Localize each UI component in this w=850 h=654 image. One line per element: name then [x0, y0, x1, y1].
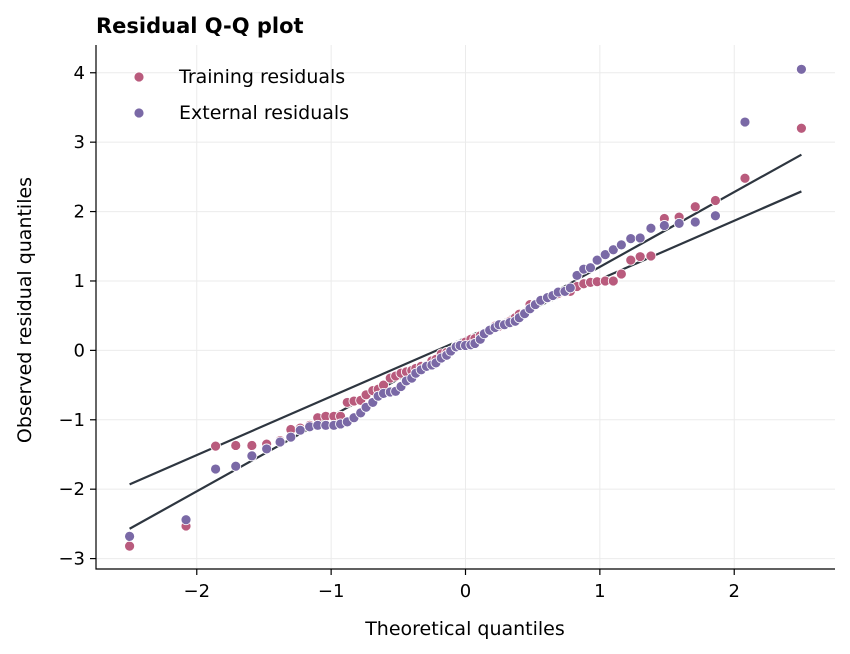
x-tick-label-4: 2 [729, 581, 740, 602]
y-tick-label-3: 0 [74, 340, 85, 361]
point-0-66 [645, 250, 657, 262]
point-1-59 [585, 262, 596, 274]
x-tick-label-3: 1 [594, 581, 605, 602]
point-1-65 [634, 232, 646, 244]
point-0-65 [634, 251, 646, 263]
point-0-70 [710, 195, 721, 206]
y-tick-label-5: 2 [74, 202, 85, 223]
point-1-67 [658, 220, 670, 231]
data-points [124, 63, 807, 552]
y-tick-label-0: −3 [58, 549, 85, 570]
point-0-64 [625, 254, 637, 266]
point-1-4 [246, 450, 258, 462]
legend: Training residuals External residuals [133, 66, 349, 124]
y-tick-label-6: 3 [74, 132, 85, 153]
point-1-3 [230, 460, 242, 472]
point-0-3 [230, 440, 242, 451]
point-1-69 [689, 216, 701, 228]
y-axis-label: Observed residual quantiles [14, 177, 36, 443]
point-1-60 [591, 254, 603, 266]
point-1-1 [180, 514, 192, 526]
point-0-0 [124, 540, 135, 552]
point-0-71 [739, 172, 751, 184]
point-1-71 [739, 116, 751, 128]
point-0-63 [615, 268, 627, 280]
y-tick-label-1: −2 [58, 479, 85, 500]
point-1-7 [285, 431, 297, 443]
point-1-8 [294, 424, 306, 436]
x-tick-label-2: 0 [460, 581, 471, 602]
point-0-69 [689, 201, 701, 213]
point-0-62 [607, 275, 619, 287]
point-1-66 [645, 222, 657, 234]
point-1-68 [673, 217, 685, 229]
chart-title: Residual Q-Q plot [96, 14, 304, 38]
point-1-61 [599, 249, 611, 261]
legend-label-1: External residuals [179, 102, 349, 124]
point-1-70 [710, 210, 721, 222]
point-1-5 [261, 443, 273, 455]
point-1-2 [210, 463, 221, 475]
point-0-2 [210, 440, 221, 452]
y-tick-label-4: 1 [74, 271, 85, 292]
legend-label-0: Training residuals [178, 66, 345, 88]
point-1-63 [615, 239, 627, 251]
x-axis-label: Theoretical quantiles [364, 618, 565, 640]
y-tick-label-2: −1 [58, 410, 85, 431]
axes: −2 −1 0 1 2 −3 −2 −1 0 1 2 3 4 [58, 45, 835, 602]
point-1-72 [796, 63, 807, 75]
legend-marker-0 [133, 71, 145, 83]
point-1-64 [625, 233, 637, 245]
x-tick-label-0: −2 [183, 581, 210, 602]
point-1-0 [124, 530, 135, 542]
point-1-56 [564, 282, 576, 294]
point-1-57 [571, 270, 583, 281]
legend-marker-1 [133, 107, 145, 119]
point-1-6 [274, 436, 286, 448]
x-tick-label-1: −1 [318, 581, 345, 602]
series-1 [124, 63, 807, 542]
point-1-62 [607, 244, 619, 256]
axis-spines [95, 45, 835, 570]
point-0-4 [246, 440, 258, 451]
point-0-72 [796, 122, 807, 134]
y-tick-label-7: 4 [74, 63, 85, 84]
